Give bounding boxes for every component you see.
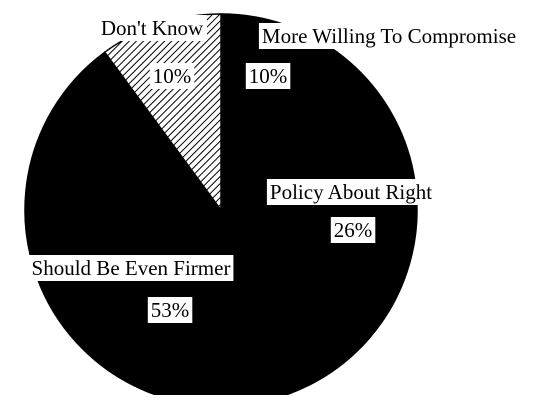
slice-label-don-t-know-box [97,15,207,41]
slice-label-don-t-know-group: Don't Know [97,15,207,41]
slice-value-more-willing-to-compromise-box [245,63,291,89]
slice-label-should-be-even-firmer-box [28,255,234,281]
slice-value-don-t-know-group: 10% [149,63,195,89]
slice-label-more-willing-to-compromise-group: More Willing To Compromise [258,23,520,49]
slice-value-policy-about-right-group: 26% [330,217,376,243]
slice-label-policy-about-right: Policy About Right [270,180,432,204]
slice-label-policy-about-right-box [266,179,436,205]
slice-value-more-willing-to-compromise: 10% [249,64,288,88]
slice-value-policy-about-right-box [330,217,376,243]
slice-label-should-be-even-firmer: Should Be Even Firmer [32,256,231,280]
slice-label-more-willing-to-compromise: More Willing To Compromise [262,24,516,48]
slice-value-should-be-even-firmer-box [147,297,193,323]
slice-value-should-be-even-firmer-group: 53% [147,297,193,323]
slice-label-should-be-even-firmer-group: Should Be Even Firmer [28,255,234,281]
slice-value-don-t-know-box [149,63,195,89]
slice-label-policy-about-right-group: Policy About Right [266,179,436,205]
slice-value-should-be-even-firmer: 53% [151,298,190,322]
pie-slice-should-be-even-firmer [24,51,371,400]
slice-value-policy-about-right: 26% [334,218,373,242]
slice-label-don-t-know: Don't Know [101,16,204,40]
slice-value-don-t-know: 10% [153,64,192,88]
slice-label-more-willing-to-compromise-box [258,23,520,49]
pie-labels: Don't Know 10% More Willing To Compromise 1… [28,15,520,323]
slice-value-more-willing-to-compromise-group: 10% [245,63,291,89]
